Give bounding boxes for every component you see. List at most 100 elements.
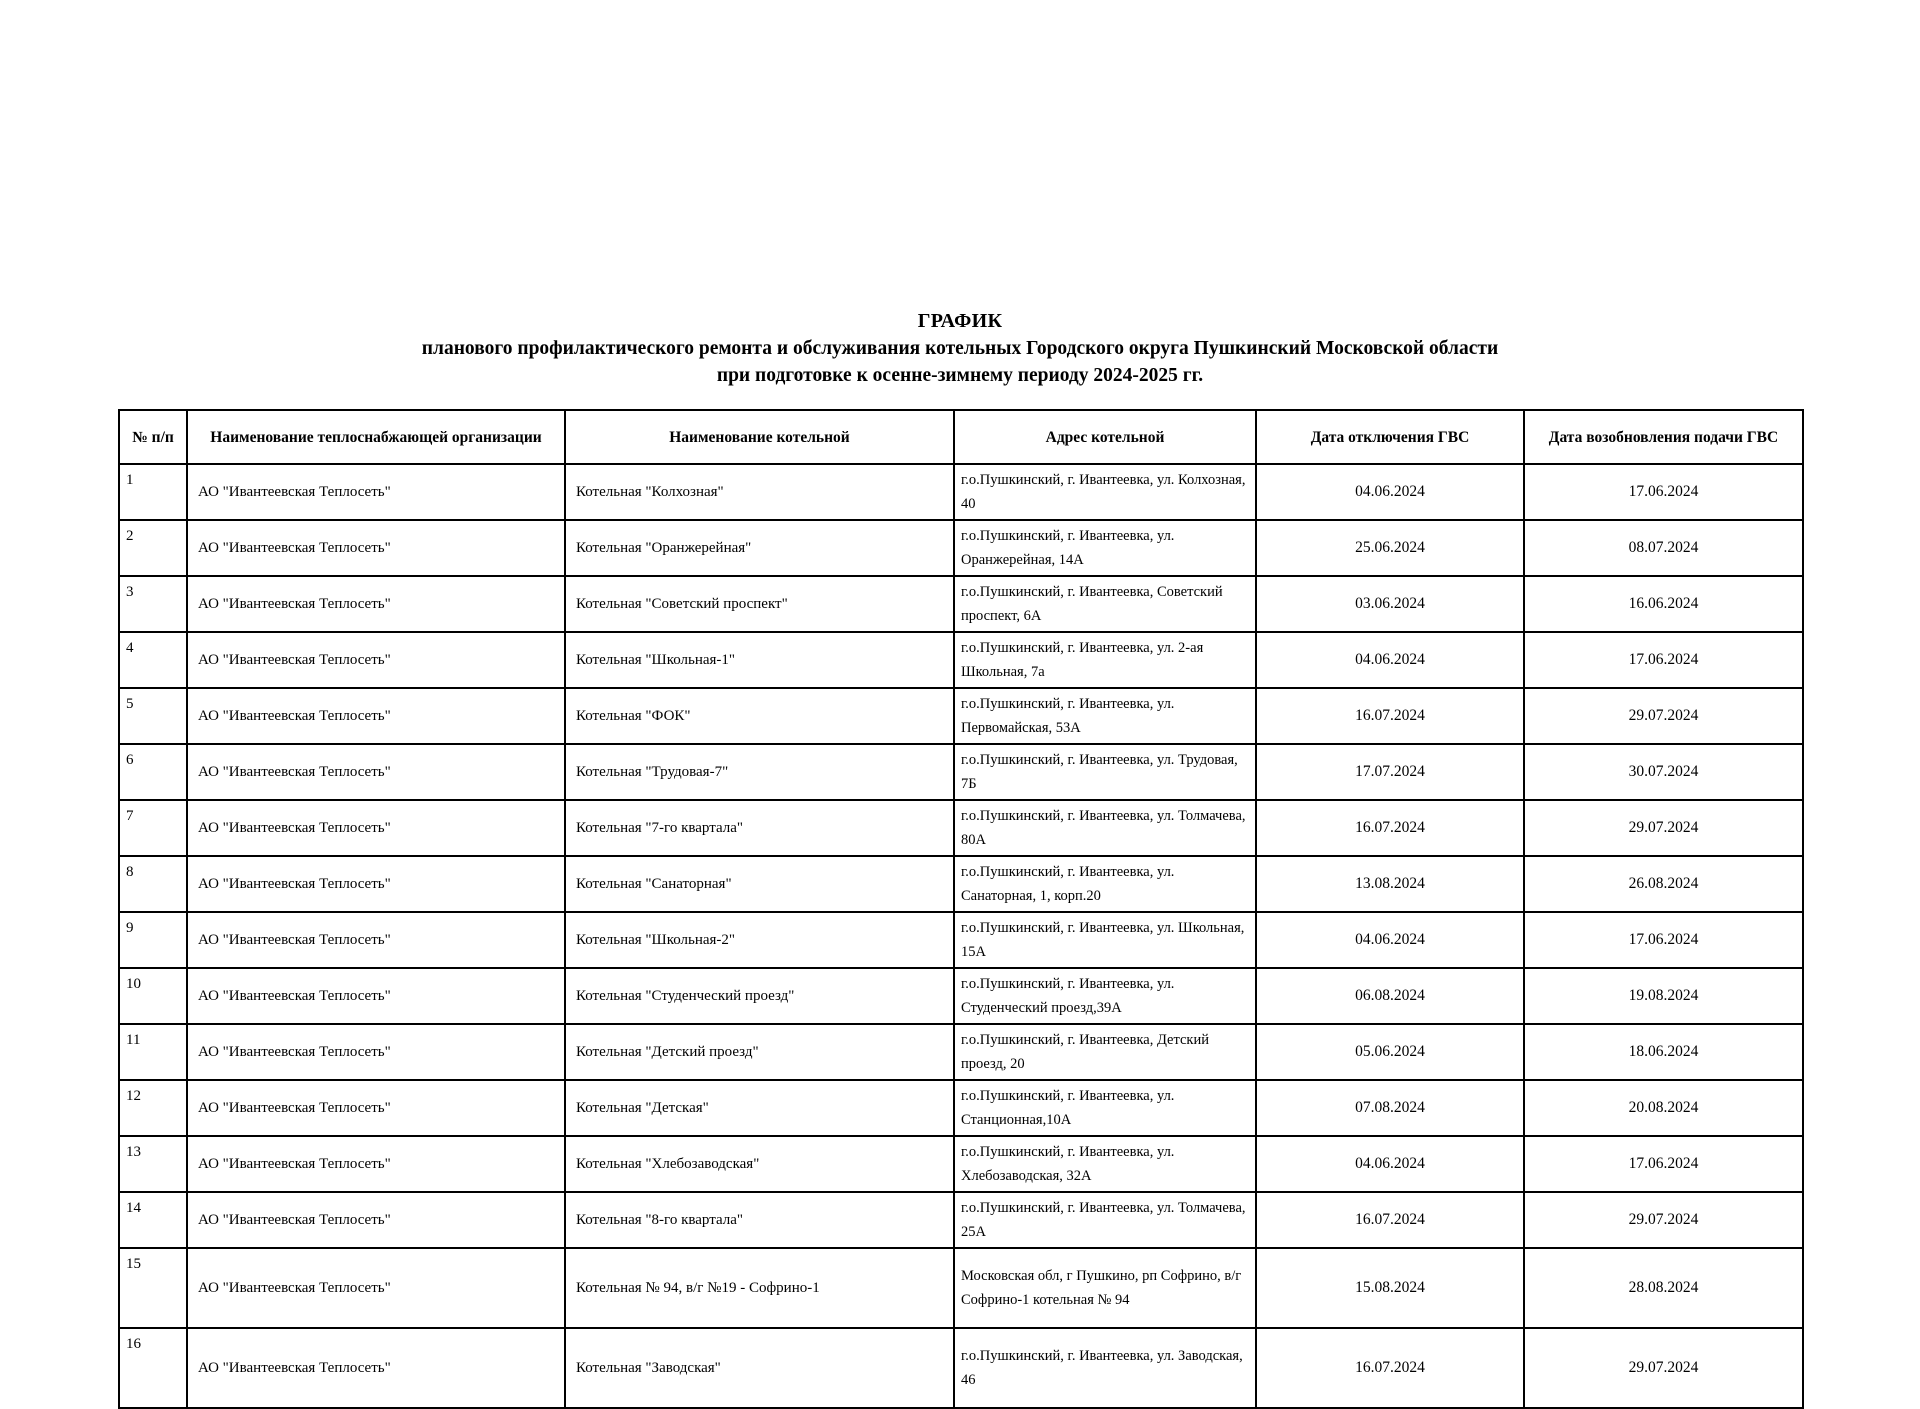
cell-shutoff-date: 04.06.2024 — [1255, 911, 1525, 969]
column-header-shutoff-date: Дата отключения ГВС — [1255, 409, 1525, 465]
cell-shutoff-date: 25.06.2024 — [1255, 519, 1525, 577]
cell-restore-date: 08.07.2024 — [1523, 519, 1804, 577]
cell-address: г.о.Пушкинский, г. Ивантеевка, ул. Завод… — [953, 1327, 1257, 1409]
cell-organization: АО "Ивантеевская Теплосеть" — [186, 1191, 566, 1249]
cell-shutoff-date: 16.07.2024 — [1255, 687, 1525, 745]
cell-address: г.о.Пушкинский, г. Ивантеевка, ул. Перво… — [953, 687, 1257, 745]
table-row: 3 АО "Ивантеевская Теплосеть" Котельная "С… — [118, 575, 1804, 633]
table-row: 12 АО "Ивантеевская Теплосеть" Котельная "… — [118, 1079, 1804, 1137]
cell-organization: АО "Ивантеевская Теплосеть" — [186, 911, 566, 969]
cell-restore-date: 20.08.2024 — [1523, 1079, 1804, 1137]
cell-boiler-name: Котельная "7-го квартала" — [564, 799, 955, 857]
cell-restore-date: 17.06.2024 — [1523, 1135, 1804, 1193]
cell-number: 1 — [118, 463, 188, 521]
table-row: 2 АО "Ивантеевская Теплосеть" Котельная "О… — [118, 519, 1804, 577]
cell-number: 9 — [118, 911, 188, 969]
cell-boiler-name: Котельная "Трудовая-7" — [564, 743, 955, 801]
cell-address: г.о.Пушкинский, г. Ивантеевка, ул. Школь… — [953, 911, 1257, 969]
cell-boiler-name: Котельная "Студенческий проезд" — [564, 967, 955, 1025]
cell-organization: АО "Ивантеевская Теплосеть" — [186, 687, 566, 745]
cell-restore-date: 30.07.2024 — [1523, 743, 1804, 801]
table-header-row: № п/п Наименование теплоснабжающей орган… — [118, 409, 1804, 465]
cell-organization: АО "Ивантеевская Теплосеть" — [186, 855, 566, 913]
cell-shutoff-date: 13.08.2024 — [1255, 855, 1525, 913]
cell-boiler-name: Котельная "Санаторная" — [564, 855, 955, 913]
cell-shutoff-date: 15.08.2024 — [1255, 1247, 1525, 1329]
table-row: 9 АО "Ивантеевская Теплосеть" Котельная "Ш… — [118, 911, 1804, 969]
document-subtitle-line-1: планового профилактического ремонта и об… — [421, 338, 1499, 359]
table-header: № п/п Наименование теплоснабжающей орган… — [118, 409, 1804, 465]
cell-number: 10 — [118, 967, 188, 1025]
cell-restore-date: 28.08.2024 — [1523, 1247, 1804, 1329]
cell-organization: АО "Ивантеевская Теплосеть" — [186, 463, 566, 521]
cell-shutoff-date: 05.06.2024 — [1255, 1023, 1525, 1081]
cell-number: 13 — [118, 1135, 188, 1193]
cell-address: г.о.Пушкинский, г. Ивантеевка, ул. Трудо… — [953, 743, 1257, 801]
cell-restore-date: 17.06.2024 — [1523, 463, 1804, 521]
table-row: 8 АО "Ивантеевская Теплосеть" Котельная "С… — [118, 855, 1804, 913]
cell-organization: АО "Ивантеевская Теплосеть" — [186, 799, 566, 857]
table-row: 14 АО "Ивантеевская Теплосеть" Котельная "… — [118, 1191, 1804, 1249]
cell-boiler-name: Котельная "8-го квартала" — [564, 1191, 955, 1249]
cell-shutoff-date: 03.06.2024 — [1255, 575, 1525, 633]
cell-address: г.о.Пушкинский, г. Ивантеевка, Детский п… — [953, 1023, 1257, 1081]
cell-boiler-name: Котельная "Заводская" — [564, 1327, 955, 1409]
document-page: ГРАФИК планового профилактического ремон… — [118, 308, 1804, 1409]
cell-number: 4 — [118, 631, 188, 689]
column-header-address: Адрес котельной — [953, 409, 1257, 465]
cell-address: г.о.Пушкинский, г. Ивантеевка, ул. Станц… — [953, 1079, 1257, 1137]
cell-address: г.о.Пушкинский, г. Ивантеевка, ул. Студе… — [953, 967, 1257, 1025]
cell-shutoff-date: 17.07.2024 — [1255, 743, 1525, 801]
table-row: 16 АО "Ивантеевская Теплосеть" Котельная "… — [118, 1327, 1804, 1409]
cell-shutoff-date: 07.08.2024 — [1255, 1079, 1525, 1137]
cell-organization: АО "Ивантеевская Теплосеть" — [186, 967, 566, 1025]
cell-shutoff-date: 16.07.2024 — [1255, 799, 1525, 857]
cell-number: 14 — [118, 1191, 188, 1249]
cell-restore-date: 29.07.2024 — [1523, 1191, 1804, 1249]
cell-number: 3 — [118, 575, 188, 633]
cell-restore-date: 19.08.2024 — [1523, 967, 1804, 1025]
cell-address: г.о.Пушкинский, г. Ивантеевка, ул. Колхо… — [953, 463, 1257, 521]
table-row: 4 АО "Ивантеевская Теплосеть" Котельная "Ш… — [118, 631, 1804, 689]
cell-number: 16 — [118, 1327, 188, 1409]
table-row: 11 АО "Ивантеевская Теплосеть" Котельная "… — [118, 1023, 1804, 1081]
cell-address: г.о.Пушкинский, г. Ивантеевка, Советский… — [953, 575, 1257, 633]
document-heading: ГРАФИК планового профилактического ремон… — [120, 308, 1800, 389]
page-title: ГРАФИК — [917, 310, 1003, 332]
cell-address: Московская обл, г Пушкино, рп Софрино, в… — [953, 1247, 1257, 1329]
cell-organization: АО "Ивантеевская Теплосеть" — [186, 1135, 566, 1193]
cell-number: 11 — [118, 1023, 188, 1081]
cell-shutoff-date: 16.07.2024 — [1255, 1191, 1525, 1249]
cell-address: г.о.Пушкинский, г. Ивантеевка, ул. Оранж… — [953, 519, 1257, 577]
maintenance-schedule-table: № п/п Наименование теплоснабжающей орган… — [118, 409, 1804, 1409]
table-row: 7 АО "Ивантеевская Теплосеть" Котельная "7… — [118, 799, 1804, 857]
cell-shutoff-date: 16.07.2024 — [1255, 1327, 1525, 1409]
cell-boiler-name: Котельная "Школьная-1" — [564, 631, 955, 689]
cell-number: 2 — [118, 519, 188, 577]
cell-organization: АО "Ивантеевская Теплосеть" — [186, 631, 566, 689]
cell-restore-date: 29.07.2024 — [1523, 687, 1804, 745]
cell-organization: АО "Ивантеевская Теплосеть" — [186, 1327, 566, 1409]
cell-restore-date: 26.08.2024 — [1523, 855, 1804, 913]
cell-restore-date: 17.06.2024 — [1523, 911, 1804, 969]
cell-boiler-name: Котельная "ФОК" — [564, 687, 955, 745]
cell-boiler-name: Котельная № 94, в/г №19 - Софрино-1 — [564, 1247, 955, 1329]
cell-number: 12 — [118, 1079, 188, 1137]
cell-shutoff-date: 04.06.2024 — [1255, 631, 1525, 689]
cell-number: 7 — [118, 799, 188, 857]
cell-boiler-name: Котельная "Детская" — [564, 1079, 955, 1137]
cell-address: г.о.Пушкинский, г. Ивантеевка, ул. 2-ая … — [953, 631, 1257, 689]
table-row: 10 АО "Ивантеевская Теплосеть" Котельная "… — [118, 967, 1804, 1025]
cell-boiler-name: Котельная "Советский проспект" — [564, 575, 955, 633]
table-row: 6 АО "Ивантеевская Теплосеть" Котельная "Т… — [118, 743, 1804, 801]
cell-organization: АО "Ивантеевская Теплосеть" — [186, 519, 566, 577]
cell-restore-date: 18.06.2024 — [1523, 1023, 1804, 1081]
cell-address: г.о.Пушкинский, г. Ивантеевка, ул. Толма… — [953, 1191, 1257, 1249]
cell-organization: АО "Ивантеевская Теплосеть" — [186, 1247, 566, 1329]
cell-shutoff-date: 04.06.2024 — [1255, 1135, 1525, 1193]
cell-organization: АО "Ивантеевская Теплосеть" — [186, 1023, 566, 1081]
cell-shutoff-date: 06.08.2024 — [1255, 967, 1525, 1025]
column-header-organization: Наименование теплоснабжающей организации — [186, 409, 566, 465]
table-row: 13 АО "Ивантеевская Теплосеть" Котельная "… — [118, 1135, 1804, 1193]
column-header-boiler-name: Наименование котельной — [564, 409, 955, 465]
